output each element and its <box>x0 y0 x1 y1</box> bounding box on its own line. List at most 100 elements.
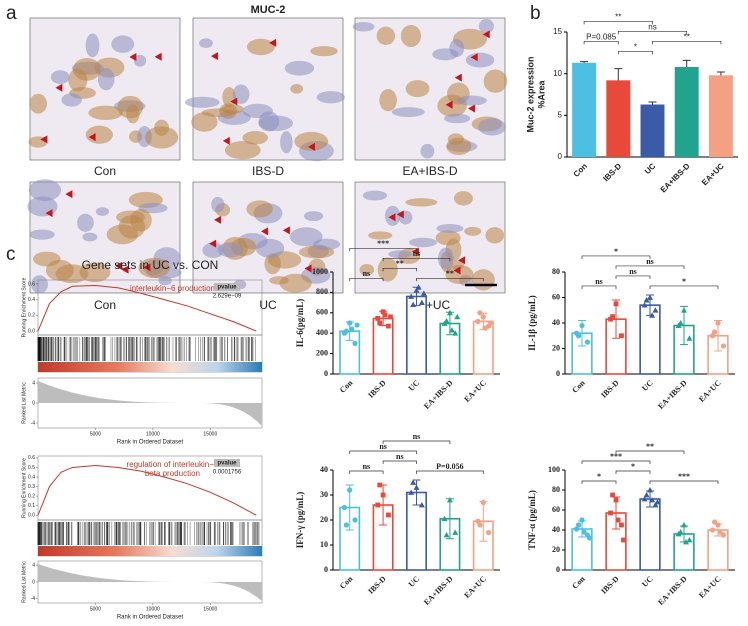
y-tick-label: 60 <box>552 292 560 301</box>
data-point <box>443 532 450 538</box>
tissue <box>246 200 273 218</box>
significance-label: *** <box>377 239 389 248</box>
tissue <box>45 259 74 281</box>
data-point <box>608 316 613 322</box>
arrowhead <box>470 53 478 62</box>
data-point <box>443 317 450 324</box>
data-point <box>576 333 582 339</box>
data-point <box>573 526 580 532</box>
arrowhead <box>115 261 123 270</box>
tissue <box>405 80 430 98</box>
tissue <box>290 83 304 94</box>
significance-bracket <box>615 275 651 279</box>
tissue <box>391 107 425 117</box>
y-tick-label: 20 <box>320 515 328 524</box>
data-point <box>415 284 422 290</box>
significance-label: ns <box>363 462 371 471</box>
y-tick-label: 200 <box>316 348 328 357</box>
tissue <box>436 224 464 233</box>
significance-bracket <box>382 257 451 262</box>
data-point <box>448 327 455 333</box>
arrowhead <box>269 38 277 47</box>
y-tick-label: 20 <box>552 545 560 554</box>
data-point <box>686 537 693 543</box>
x-tick-label: EA+IBS-D <box>656 378 689 411</box>
arrowhead <box>40 135 48 144</box>
y-tick-label: 0.4 <box>28 474 35 480</box>
arrowhead <box>388 213 396 222</box>
data-point <box>581 529 587 535</box>
significance-label: * <box>682 277 686 286</box>
tissue <box>303 211 324 222</box>
image-label: UC <box>259 298 277 312</box>
y-tick-label: 4 <box>32 380 35 386</box>
x-tick-label: Con <box>338 378 355 395</box>
tissue <box>191 112 218 132</box>
tissue <box>82 232 98 242</box>
bar <box>708 75 733 157</box>
image-label: IBS-D <box>252 164 284 178</box>
y-tick-label: 80 <box>552 485 560 494</box>
significance-bracket <box>652 40 722 45</box>
tissue <box>117 95 144 119</box>
arrowhead <box>230 97 238 106</box>
x-tick-label: Con <box>338 574 355 591</box>
y-axis-label: IL-1β (pg/mL) <box>527 295 537 351</box>
tissue <box>446 137 472 156</box>
y-tick-label: 0.2 <box>28 313 35 319</box>
tissue <box>224 141 261 160</box>
data-point <box>410 301 417 308</box>
x-tick-label: UC <box>407 378 422 393</box>
significance-bracket <box>349 247 417 252</box>
significance-bracket <box>349 470 384 474</box>
tissue <box>313 238 341 250</box>
bar <box>606 80 631 157</box>
x-axis-label: Rank in Ordered Dataset <box>117 615 184 621</box>
data-point <box>418 299 425 305</box>
tissue <box>198 38 213 48</box>
metric-area <box>38 564 262 601</box>
tissue <box>219 103 238 119</box>
arrowhead <box>467 104 475 113</box>
arrowhead <box>396 210 404 219</box>
data-point <box>608 510 613 516</box>
arrowhead <box>222 136 230 145</box>
y-tick-label: 600 <box>316 308 328 317</box>
x-tick-label: IBS-D <box>366 378 388 400</box>
data-point <box>712 519 718 525</box>
arrowhead <box>210 52 218 61</box>
data-point <box>643 492 650 498</box>
tissue <box>294 131 329 151</box>
x-tick-label: UC <box>407 574 422 589</box>
tissue <box>202 242 225 258</box>
pvalue-header: pvalue <box>217 461 237 467</box>
tissue <box>85 125 113 144</box>
x-tick-label: EA+IBS-D <box>659 161 692 194</box>
gene-set-label: beta production <box>145 469 200 478</box>
arrowhead <box>307 142 315 151</box>
tissue <box>465 52 495 68</box>
x-tick-label: UC <box>643 161 658 176</box>
significance-label: ns <box>396 452 404 461</box>
significance-bracket <box>382 267 417 272</box>
significance-label: * <box>614 247 618 256</box>
x-tick-label: EA+IBS-D <box>656 574 689 607</box>
significance-label: * <box>631 462 635 471</box>
image-label: Con <box>94 298 116 312</box>
x-tick-label: Con <box>572 161 589 178</box>
tissue <box>316 91 345 104</box>
significance-label: P=0.056 <box>436 462 463 471</box>
significance-bracket <box>583 40 619 45</box>
tissue <box>246 38 275 56</box>
y-tick-label: -4 <box>31 596 36 602</box>
y-tick-label: 0 <box>324 565 328 574</box>
tissue <box>456 95 487 106</box>
y-tick-label: 0.3 <box>28 484 35 490</box>
y-axis-label: TNF-α (pg/mL) <box>527 490 537 550</box>
arrowhead <box>88 133 96 142</box>
x-tick-label: IBS-D <box>599 378 621 400</box>
data-point <box>579 517 585 523</box>
significance-bracket <box>416 277 484 282</box>
data-point <box>380 492 386 498</box>
data-point <box>709 527 716 533</box>
